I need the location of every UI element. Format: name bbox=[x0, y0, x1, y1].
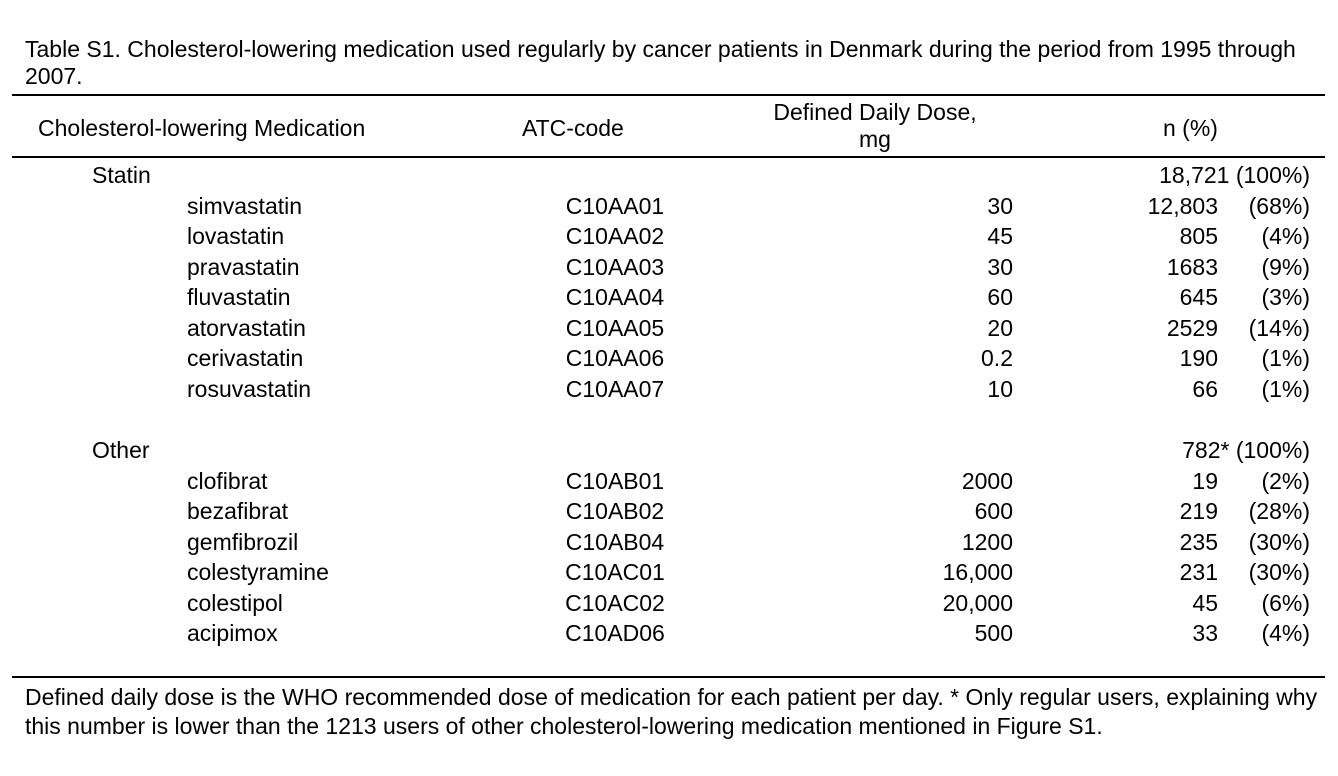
patient-percent: (1%) bbox=[1261, 345, 1310, 371]
medication-name: rosuvastatin bbox=[187, 375, 312, 402]
patient-count: 645 bbox=[1179, 284, 1218, 310]
defined-daily-dose: 2000 bbox=[961, 467, 1013, 494]
atc-code: C10AC02 bbox=[565, 589, 665, 616]
medication-name: acipimox bbox=[187, 620, 278, 646]
medication-name: cerivastatin bbox=[187, 345, 304, 371]
patient-percent: (30%) bbox=[1248, 559, 1310, 585]
header-n-percent: n (%) bbox=[1163, 115, 1218, 141]
atc-code: C10AA02 bbox=[565, 223, 665, 249]
atc-code: C10AA07 bbox=[565, 375, 665, 402]
patient-count: 1683 bbox=[1166, 253, 1218, 280]
patient-count: 2529 bbox=[1166, 314, 1218, 341]
group-total: 18,721 (100%) bbox=[1159, 162, 1310, 188]
defined-daily-dose: 10 bbox=[987, 375, 1013, 402]
medication-name: atorvastatin bbox=[187, 314, 306, 341]
patient-count: 12,803 bbox=[1147, 192, 1218, 219]
patient-count: 66 bbox=[1192, 375, 1218, 402]
medication-name: colestipol bbox=[187, 589, 283, 616]
atc-code: C10AA06 bbox=[565, 345, 665, 371]
defined-daily-dose: 60 bbox=[987, 284, 1013, 310]
medication-name: pravastatin bbox=[187, 253, 300, 280]
atc-code: C10AB04 bbox=[565, 528, 665, 555]
patient-percent: (9%) bbox=[1261, 253, 1310, 280]
patient-percent: (3%) bbox=[1261, 284, 1310, 310]
group-label: Other bbox=[92, 437, 150, 463]
atc-code: C10AD06 bbox=[565, 620, 665, 646]
bottom-rule bbox=[12, 676, 1325, 678]
medication-name: gemfibrozil bbox=[187, 528, 299, 555]
patient-percent: (6%) bbox=[1261, 589, 1310, 616]
medication-name: simvastatin bbox=[187, 192, 303, 219]
atc-code: C10AA05 bbox=[565, 314, 665, 341]
group-total: 782* (100%) bbox=[1182, 437, 1310, 463]
defined-daily-dose: 1200 bbox=[961, 528, 1013, 555]
header-defined-daily-dose: Defined Daily Dose, mg bbox=[740, 99, 1010, 153]
patient-count: 231 bbox=[1179, 559, 1218, 585]
medication-name: clofibrat bbox=[187, 467, 268, 494]
atc-code: C10AA03 bbox=[565, 253, 665, 280]
defined-daily-dose: 600 bbox=[974, 498, 1013, 524]
medication-name: lovastatin bbox=[187, 223, 285, 249]
medication-name: fluvastatin bbox=[187, 284, 291, 310]
patient-percent: (14%) bbox=[1248, 314, 1310, 341]
patient-count: 235 bbox=[1179, 528, 1218, 555]
patient-count: 33 bbox=[1192, 620, 1218, 646]
patient-count: 19 bbox=[1192, 467, 1218, 494]
atc-code: C10AA04 bbox=[565, 284, 665, 310]
header-medication: Cholesterol-lowering Medication bbox=[38, 115, 366, 141]
patient-count: 219 bbox=[1179, 498, 1218, 524]
defined-daily-dose: 30 bbox=[987, 192, 1013, 219]
patient-count: 190 bbox=[1179, 345, 1218, 371]
patient-percent: (4%) bbox=[1261, 620, 1310, 646]
patient-percent: (1%) bbox=[1261, 375, 1310, 402]
header-atc-code: ATC-code bbox=[522, 115, 624, 141]
patient-count: 805 bbox=[1179, 223, 1218, 249]
header-rule bbox=[12, 156, 1325, 158]
patient-percent: (30%) bbox=[1248, 528, 1310, 555]
defined-daily-dose: 20,000 bbox=[942, 589, 1013, 616]
defined-daily-dose: 20 bbox=[987, 314, 1013, 341]
atc-code: C10AA01 bbox=[565, 192, 665, 219]
table-footnote: Defined daily dose is the WHO recommende… bbox=[25, 684, 1318, 739]
patient-percent: (2%) bbox=[1261, 467, 1310, 494]
patient-percent: (28%) bbox=[1248, 498, 1310, 524]
patient-percent: (68%) bbox=[1248, 192, 1310, 219]
atc-code: C10AB02 bbox=[565, 498, 665, 524]
medication-name: colestyramine bbox=[187, 559, 329, 585]
top-rule bbox=[12, 94, 1325, 96]
atc-code: C10AC01 bbox=[565, 559, 665, 585]
defined-daily-dose: 16,000 bbox=[942, 559, 1013, 585]
group-label: Statin bbox=[92, 162, 151, 188]
defined-daily-dose: 30 bbox=[987, 253, 1013, 280]
patient-count: 45 bbox=[1192, 589, 1218, 616]
defined-daily-dose: 45 bbox=[987, 223, 1013, 249]
patient-percent: (4%) bbox=[1261, 223, 1310, 249]
defined-daily-dose: 0.2 bbox=[981, 345, 1013, 371]
medication-name: bezafibrat bbox=[187, 498, 289, 524]
table-caption: Table S1. Cholesterol-lowering medicatio… bbox=[25, 36, 1296, 89]
defined-daily-dose: 500 bbox=[974, 620, 1013, 646]
header-ddd-line1: Defined Daily Dose, bbox=[773, 99, 977, 125]
atc-code: C10AB01 bbox=[565, 467, 665, 494]
header-ddd-line2: mg bbox=[859, 126, 891, 152]
